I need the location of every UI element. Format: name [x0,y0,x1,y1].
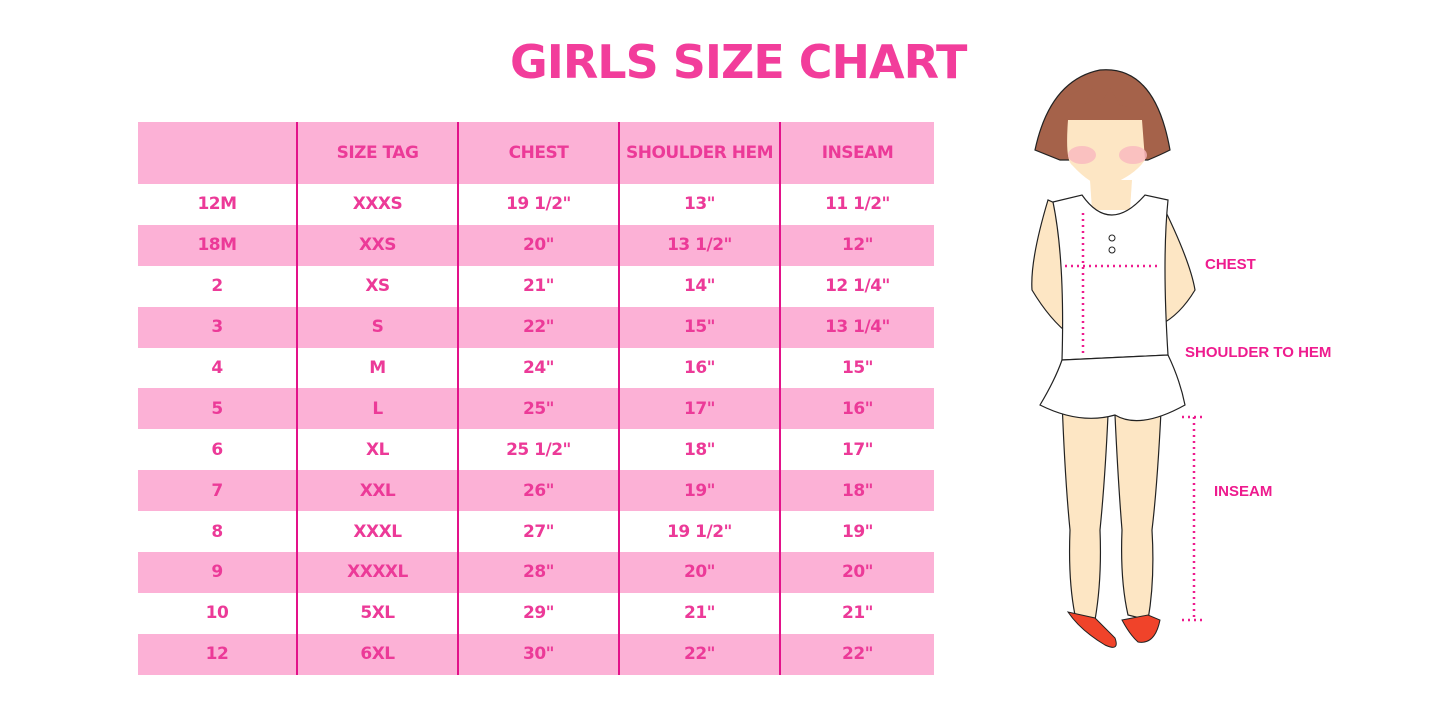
table-cell: 30" [457,633,619,675]
table-cell: 20" [779,552,934,593]
table-cell: 24" [457,347,619,389]
table-cell: 19" [779,511,934,553]
table-row: 18M XXS 20" 13 1/2" 12" [138,224,934,266]
table-row: 2 XS 21" 14" 12 1/4" [138,265,934,307]
table-cell: 6 [138,429,297,471]
table-cell: 15" [618,306,780,348]
table-cell: 6XL [296,633,458,675]
table-cell: 27" [457,511,619,553]
chest-label: CHEST [1205,256,1256,273]
table-cell: 5XL [296,592,458,634]
table-cell: 16" [779,388,934,430]
table-cell: 14" [618,265,780,307]
inseam-label: INSEAM [1214,483,1273,500]
table-row: 7 XXL 26" 19" 18" [138,470,934,512]
table-cell: XXXL [296,511,458,553]
column-header: INSEAM [779,122,934,184]
table-cell: XXL [296,470,458,512]
table-row: 4 M 24" 16" 15" [138,347,934,389]
table-cell: 17" [618,388,780,430]
table-cell: 4 [138,347,297,389]
table-cell: XXXS [296,184,458,225]
table-cell: 18M [138,224,297,266]
table-cell: 16" [618,347,780,389]
table-cell: 15" [779,347,934,389]
table-row: 9 XXXXL 28" 20" 20" [138,552,934,593]
column-header: SHOULDER HEM [618,122,780,184]
table-cell: S [296,306,458,348]
table-cell: 19 1/2" [457,184,619,225]
table-cell: 21" [618,592,780,634]
table-cell: 3 [138,306,297,348]
table-cell: 18" [618,429,780,471]
table-row: 5 L 25" 17" 16" [138,388,934,430]
table-cell: 29" [457,592,619,634]
table-cell: XXS [296,224,458,266]
table-cell: 12 [138,633,297,675]
table-row: 10 5XL 29" 21" 21" [138,592,934,634]
table-cell: 26" [457,470,619,512]
table-cell: XL [296,429,458,471]
table-row: 3 S 22" 15" 13 1/4" [138,306,934,348]
table-cell: 19" [618,470,780,512]
table-cell: 18" [779,470,934,512]
column-header: CHEST [457,122,619,184]
table-cell: 22" [457,306,619,348]
table-cell: 17" [779,429,934,471]
girl-figure [1031,69,1202,648]
table-cell: 12M [138,184,297,225]
table-cell: 2 [138,265,297,307]
table-cell: 13 1/2" [618,224,780,266]
table-row: 8 XXXL 27" 19 1/2" 19" [138,511,934,553]
table-cell: 12" [779,224,934,266]
table-cell: 13 1/4" [779,306,934,348]
table-cell: 5 [138,388,297,430]
table-cell: XS [296,265,458,307]
column-header: SIZE TAG [296,122,458,184]
page-title: GIRLS SIZE CHART [510,35,967,89]
table-cell: 13" [618,184,780,225]
shoulder-to-hem-label: SHOULDER TO HEM [1185,344,1332,361]
table-cell: 11 1/2" [779,184,934,225]
table-cell: 22" [618,633,780,675]
table-cell: M [296,347,458,389]
size-table: SIZE TAG CHEST SHOULDER HEM INSEAM 12M XXXS 19… [138,122,934,675]
table-cell: L [296,388,458,430]
table-cell: 28" [457,552,619,593]
table-cell: 22" [779,633,934,675]
table-cell: 25" [457,388,619,430]
column-header [138,122,297,184]
table-cell: 7 [138,470,297,512]
table-row: 6 XL 25 1/2" 18" 17" [138,429,934,471]
header-row: SIZE TAG CHEST SHOULDER HEM INSEAM [138,122,934,184]
table-cell: 10 [138,592,297,634]
table-cell: 21" [457,265,619,307]
table-row: 12M XXXS 19 1/2" 13" 11 1/2" [138,184,934,225]
table-cell: 25 1/2" [457,429,619,471]
table-cell: 20" [457,224,619,266]
girl-measurement-illustration [1020,60,1440,664]
table-cell: 21" [779,592,934,634]
table-row: 12 6XL 30" 22" 22" [138,633,934,675]
table-cell: 19 1/2" [618,511,780,553]
table-cell: 20" [618,552,780,593]
table-cell: 9 [138,552,297,593]
table-cell: 8 [138,511,297,553]
table-cell: XXXXL [296,552,458,593]
table-cell: 12 1/4" [779,265,934,307]
